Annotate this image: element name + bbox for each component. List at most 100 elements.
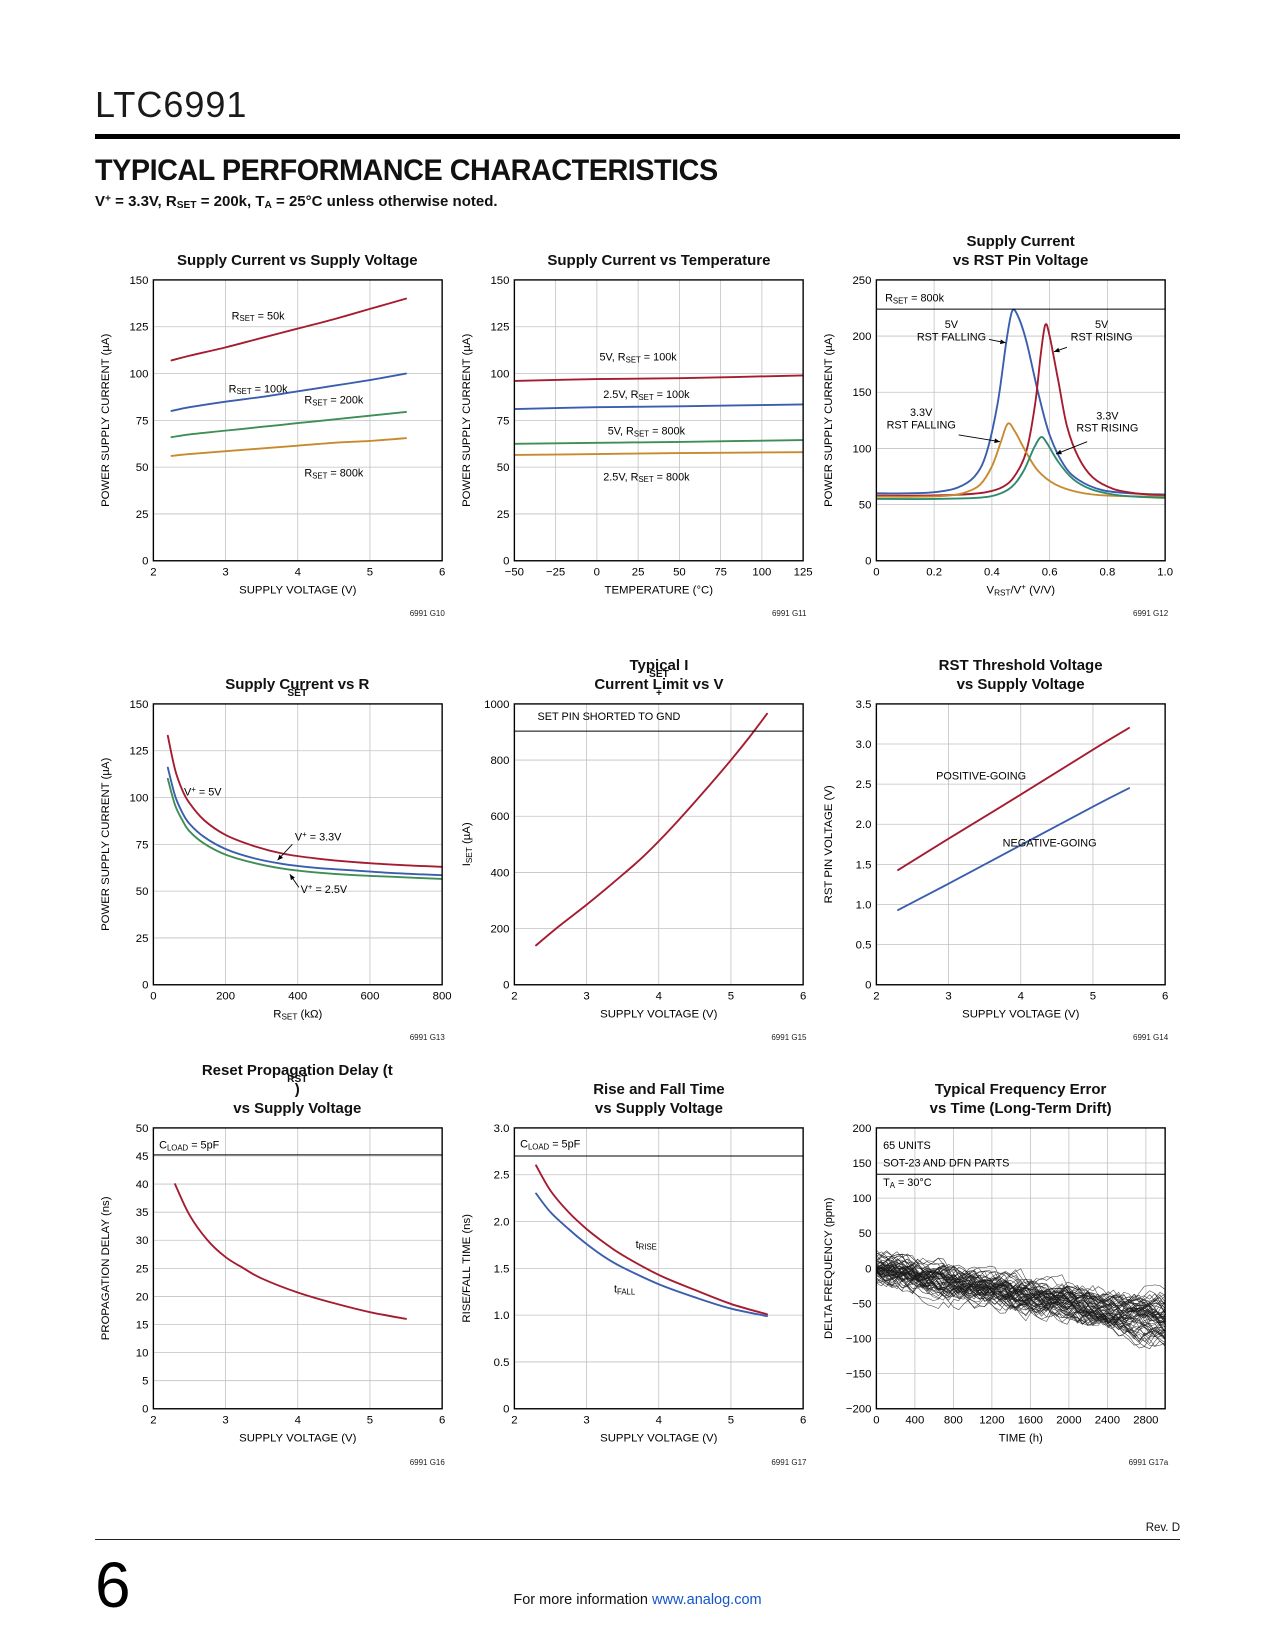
svg-text:0: 0 (873, 1415, 879, 1427)
svg-text:50: 50 (859, 500, 872, 512)
svg-text:0: 0 (142, 1404, 148, 1416)
svg-text:3: 3 (222, 567, 228, 579)
chart-title: Supply Current vs Temperature (547, 252, 771, 269)
gridlines (876, 704, 1166, 986)
part-number: LTC6991 (95, 84, 248, 125)
svg-text:−100: −100 (846, 1334, 872, 1346)
svg-text:0.4: 0.4 (984, 567, 1000, 579)
gridlines (514, 279, 804, 561)
svg-text:1.0: 1.0 (1157, 567, 1173, 579)
x-axis-label: SUPPLY VOLTAGE (V) (601, 1009, 718, 1021)
svg-text:200: 200 (491, 924, 510, 936)
annotation: 65 UNITS (883, 1140, 931, 1152)
svg-text:0.5: 0.5 (856, 940, 872, 952)
svg-text:4: 4 (294, 1415, 300, 1427)
series-group (535, 712, 769, 947)
footer-text: For more information (513, 1592, 652, 1608)
svg-text:0: 0 (865, 556, 871, 568)
svg-text:50: 50 (136, 462, 149, 474)
conditions-note: V+ = 3.3V, RSET = 200k, TA = 25°C unless… (95, 193, 498, 212)
svg-text:75: 75 (497, 415, 510, 427)
y-axis-label: POWER SUPPLY CURRENT (µA) (461, 334, 473, 507)
series-v-2-5v (166, 778, 442, 881)
chart-plot: POSITIVE-GOING NEGATIVE-GOING 2 3 4 5 6 0 0.5 1.0… (823, 699, 1168, 1021)
svg-text:3: 3 (584, 1415, 590, 1427)
svg-text:2800: 2800 (1133, 1415, 1158, 1427)
footer-row: 6 For more information www.analog.com (95, 1540, 1180, 1617)
annotation: 5V, RSET = 100k (600, 351, 678, 364)
axis-ticks: −50 −25 0 25 50 75 100 125 0 25 50 75 100 125 150 (491, 275, 813, 579)
chart-ref-label: 6991 G15 (771, 1033, 807, 1043)
series-iset-limit (535, 712, 769, 947)
series-rset-100k (170, 372, 407, 412)
series-5v-rst-falling (876, 308, 1166, 496)
svg-text:25: 25 (136, 509, 149, 521)
charts-grid: Supply Current vs Supply Voltage RSET = 5… (95, 230, 1180, 1467)
svg-text:50: 50 (859, 1229, 872, 1241)
svg-text:2: 2 (150, 567, 156, 579)
y-axis-label: ISET (µA) (461, 822, 474, 866)
annotation: RSET = 200k (304, 395, 364, 408)
svg-text:5: 5 (728, 991, 734, 1003)
annotation: RSET = 800k (304, 468, 364, 481)
annotation: 2.5V, RSET = 100k (604, 389, 691, 402)
x-axis-label: TEMPERATURE (°C) (605, 584, 714, 596)
annotation: V+ = 3.3V (295, 830, 342, 844)
svg-text:75: 75 (136, 415, 149, 427)
svg-text:400: 400 (906, 1415, 925, 1427)
chart-plot: 5V, RSET = 100k 2.5V, RSET = 100k 5V, RSET… (461, 275, 813, 597)
gridlines (514, 1128, 804, 1410)
svg-text:2: 2 (512, 991, 518, 1003)
chart-plot: 65 UNITS SOT-23 AND DFN PARTS TA = 30°C 0 40… (823, 1123, 1166, 1445)
chart-ref-label: 6991 G17 (771, 1457, 807, 1467)
page-footer: Rev. D 6 For more information www.analog… (95, 1522, 1180, 1617)
svg-text:50: 50 (136, 1123, 149, 1135)
svg-text:100: 100 (753, 567, 772, 579)
svg-text:35: 35 (136, 1208, 149, 1220)
series-tfall (535, 1193, 769, 1318)
svg-text:0.6: 0.6 (1042, 567, 1058, 579)
svg-text:15: 15 (136, 1320, 149, 1332)
chart-6991-g15: Typical I SET Current Limit vs V + SET PIN … (458, 654, 816, 1042)
annotation: RST RISING (1077, 423, 1139, 435)
svg-text:200: 200 (853, 331, 872, 343)
footer-rule (95, 1538, 1180, 1540)
annotation: V+ = 5V (184, 785, 222, 799)
chart-title: Typical Frequency Error vs Time (Long-Ter… (929, 1081, 1112, 1118)
svg-text:5: 5 (367, 1415, 373, 1427)
x-axis-label: VRST/V+ (V/V) (987, 583, 1056, 598)
annotation: 5V (945, 319, 959, 331)
x-axis-label: RSET (kΩ) (273, 1009, 322, 1022)
svg-text:2: 2 (512, 1415, 518, 1427)
svg-text:3.0: 3.0 (856, 739, 872, 751)
svg-text:2000: 2000 (1056, 1415, 1081, 1427)
annotation: SET PIN SHORTED TO GND (538, 711, 681, 723)
svg-text:125: 125 (129, 746, 148, 758)
svg-text:2.0: 2.0 (494, 1217, 510, 1229)
axis-ticks: 2 3 4 5 6 0 25 50 75 100 125 150 (129, 275, 445, 579)
series-group (897, 727, 1131, 912)
svg-text:25: 25 (497, 509, 510, 521)
y-axis-label: DELTA FREQUENCY (ppm) (823, 1198, 835, 1340)
annotation: tRISE (636, 1239, 657, 1252)
svg-text:0: 0 (865, 1264, 871, 1276)
svg-text:600: 600 (491, 811, 510, 823)
series-3-3v-rst-rising (876, 436, 1166, 500)
svg-text:50: 50 (136, 886, 149, 898)
svg-text:0.5: 0.5 (494, 1357, 510, 1369)
annotation: 5V, RSET = 800k (608, 425, 686, 438)
series-2-5v-rset-800k (514, 451, 804, 456)
series-2-5v-rset-100k (514, 403, 804, 411)
footer-link[interactable]: www.analog.com (652, 1592, 762, 1608)
annotation: SOT-23 AND DFN PARTS (883, 1158, 1009, 1170)
svg-text:30: 30 (136, 1236, 149, 1248)
y-axis-label: POWER SUPPLY CURRENT (µA) (100, 334, 112, 507)
svg-text:200: 200 (216, 991, 235, 1003)
annotation: NEGATIVE-GOING (1003, 838, 1097, 850)
annotation: RSET = 100k (228, 383, 288, 396)
axis-ticks: 0 400 800 1200 1600 2000 2400 2800−200−150−100−… (846, 1123, 1159, 1427)
svg-text:1.0: 1.0 (494, 1311, 510, 1323)
